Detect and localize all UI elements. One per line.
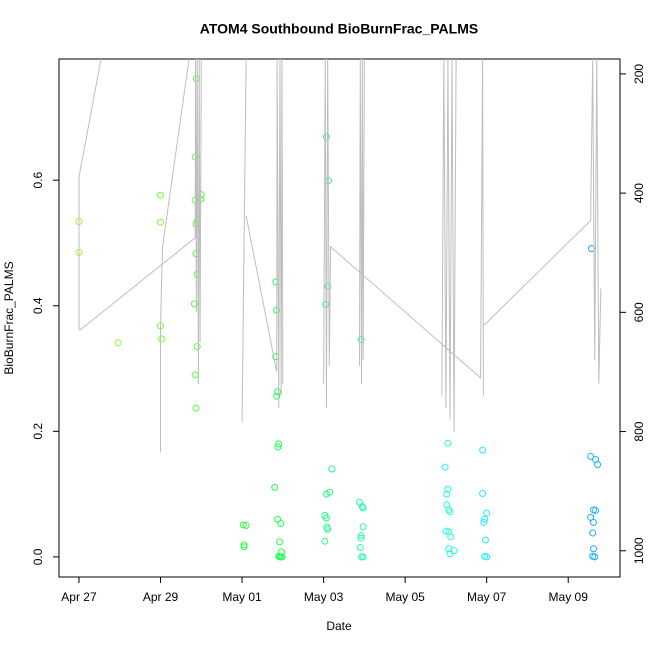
point — [197, 191, 205, 199]
point — [193, 270, 201, 278]
point — [444, 439, 452, 447]
point — [483, 553, 491, 561]
point — [355, 498, 363, 506]
point — [445, 506, 453, 514]
y2-tick-label: 400 — [632, 183, 646, 203]
point — [276, 538, 284, 546]
point — [481, 515, 489, 523]
point — [191, 371, 199, 379]
point — [589, 545, 597, 553]
y-tick-label: 0.4 — [31, 297, 45, 314]
chart-title: ATOM4 Southbound BioBurnFrac_PALMS — [200, 21, 478, 37]
point — [483, 509, 491, 517]
point — [274, 515, 282, 523]
point — [442, 527, 450, 535]
point — [589, 529, 597, 537]
plot-frame — [58, 58, 621, 578]
point — [587, 452, 595, 460]
point — [480, 518, 488, 526]
point — [358, 503, 366, 511]
x-tick-label: May 03 — [304, 590, 344, 604]
point — [589, 518, 597, 526]
point — [479, 446, 487, 454]
point — [157, 191, 165, 199]
point — [594, 461, 602, 469]
point — [359, 553, 367, 561]
point — [359, 504, 367, 512]
y2-tick-label: 200 — [632, 64, 646, 84]
point — [271, 483, 279, 491]
x-axis-title: Date — [326, 619, 352, 633]
point — [322, 514, 330, 522]
point — [277, 520, 285, 528]
point — [357, 534, 365, 542]
point — [446, 550, 454, 558]
point — [444, 485, 452, 493]
point — [443, 490, 451, 498]
point — [190, 300, 198, 308]
point — [278, 553, 286, 561]
point — [114, 339, 122, 347]
x-tick-label: May 09 — [549, 590, 589, 604]
y2-tick-label: 600 — [632, 302, 646, 322]
point — [240, 541, 248, 549]
point — [275, 440, 283, 448]
point — [322, 490, 330, 498]
point — [479, 489, 487, 497]
point — [481, 536, 489, 544]
point — [592, 506, 600, 514]
point — [447, 533, 455, 541]
x-tick-label: May 01 — [222, 590, 262, 604]
point — [192, 404, 200, 412]
point — [328, 465, 336, 473]
pressure-line — [78, 59, 602, 453]
point — [591, 553, 599, 561]
point — [356, 543, 364, 551]
point — [273, 392, 281, 400]
x-tick-label: Apr 27 — [61, 590, 97, 604]
point — [441, 463, 449, 471]
y-tick-label: 0.6 — [31, 172, 45, 189]
x-tick-label: May 05 — [385, 590, 425, 604]
point — [324, 525, 332, 533]
point — [321, 537, 329, 545]
x-tick-label: Apr 29 — [143, 590, 179, 604]
point — [274, 443, 282, 451]
point — [274, 388, 282, 396]
point — [239, 521, 247, 529]
point — [276, 553, 284, 561]
y2-tick-label: 1000 — [632, 537, 646, 564]
point — [193, 343, 201, 351]
point — [324, 282, 332, 290]
point — [157, 218, 165, 226]
point — [242, 522, 250, 530]
y-tick-label: 0.2 — [31, 423, 45, 440]
point — [450, 547, 458, 555]
y-axis-title: BioBurnFrac_PALMS — [2, 261, 16, 374]
point — [240, 543, 248, 551]
x-tick-label: May 07 — [467, 590, 507, 604]
point — [158, 335, 166, 343]
point — [192, 74, 200, 82]
y-tick-label: 0.0 — [31, 548, 45, 565]
point — [446, 508, 454, 516]
y2-tick-label: 800 — [632, 421, 646, 441]
point — [357, 532, 365, 540]
point — [359, 523, 367, 531]
point — [322, 133, 330, 141]
